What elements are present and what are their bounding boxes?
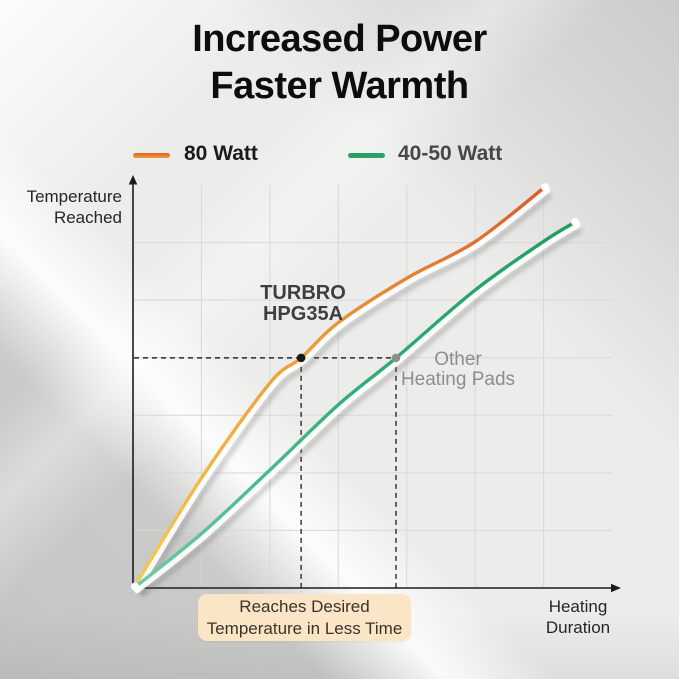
- callout-line-1: Reaches Desired: [239, 597, 370, 616]
- y-axis-label-line-1: Temperature: [26, 187, 122, 206]
- other-label-line-2: Heating Pads: [400, 369, 516, 390]
- curve-highlight-0: [133, 186, 551, 593]
- y-axis-label-line-2: Reached: [53, 208, 122, 227]
- turbro-label-line-2: HPG35A: [262, 303, 344, 325]
- turbro-series-label: TURBRO HPG35A: [240, 283, 366, 325]
- page-title: Increased Power Faster Warmth: [0, 16, 679, 110]
- other-label-line-1: Other: [434, 349, 482, 370]
- legend-swatch-80-watt: [133, 153, 170, 158]
- y-axis-arrow-icon: [128, 175, 138, 185]
- turbro-label-line-1: TURBRO: [260, 282, 346, 304]
- x-axis-arrow-icon: [611, 583, 621, 593]
- title-line-1: Increased Power: [192, 18, 487, 60]
- y-axis-label: Temperature Reached: [10, 186, 122, 228]
- curve-highlight-1: [133, 221, 581, 594]
- x-axis-label-line-2: Duration: [545, 618, 611, 637]
- curve-shadow-1: [139, 227, 583, 598]
- curve-40-50-watt: [133, 220, 577, 589]
- origin-dot-icon: [131, 582, 139, 591]
- intersection-dot-other: [391, 353, 401, 363]
- curve-endpoint-icon-0: [540, 183, 549, 192]
- curve-endpoint-icon-1: [571, 218, 580, 227]
- callout-line-2: Temperature in Less Time: [206, 618, 403, 638]
- x-axis-label-line-1: Heating: [548, 597, 608, 616]
- intersection-dot-turbro: [296, 353, 306, 363]
- curve-shadow-0: [138, 192, 553, 596]
- title-line-2: Faster Warmth: [210, 65, 469, 107]
- legend-label-40-50-watt: 40-50 Watt: [398, 142, 503, 165]
- other-series-label: Other Heating Pads: [395, 350, 521, 390]
- dashed-guides: [134, 357, 397, 592]
- axes: [128, 175, 621, 593]
- x-axis-label: Heating Duration: [536, 596, 620, 638]
- callout-box: Reaches Desired Temperature in Less Time: [198, 594, 411, 641]
- legend-label-80-watt: 80 Watt: [184, 142, 258, 165]
- legend-swatch-40-50-watt: [348, 153, 385, 158]
- curve-80-watt: [133, 185, 547, 588]
